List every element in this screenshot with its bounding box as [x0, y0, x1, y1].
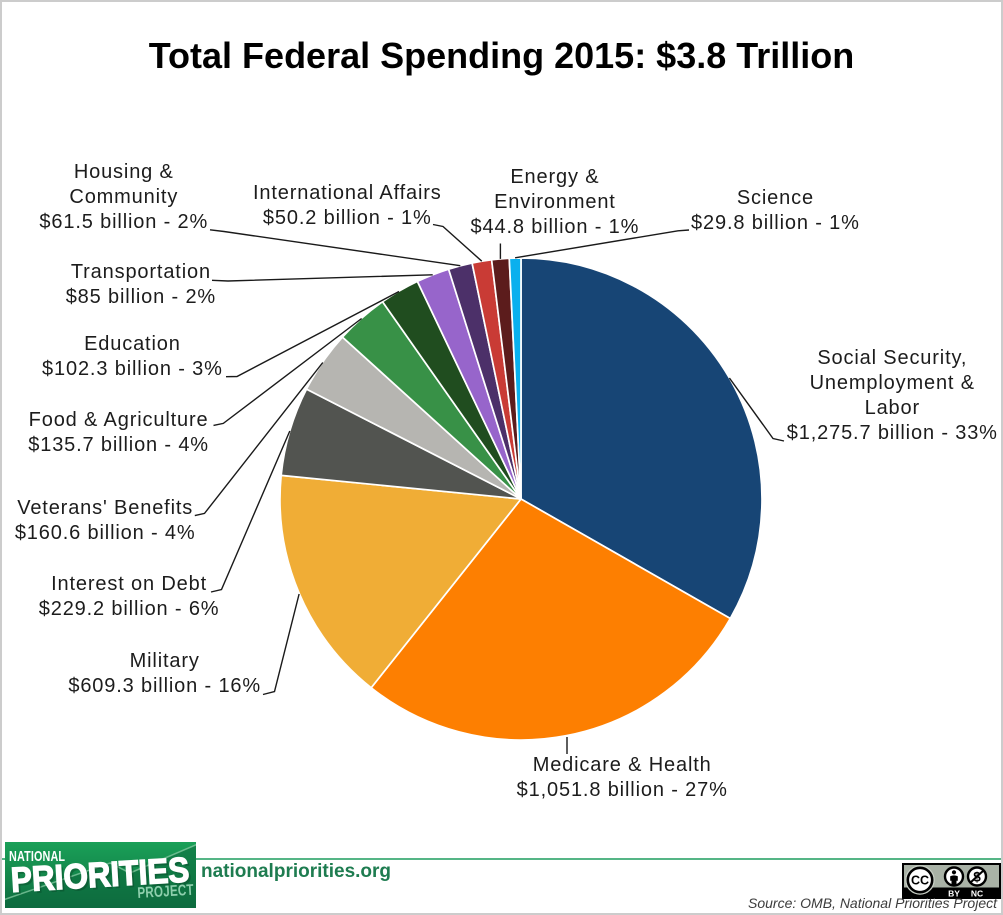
svg-text:BY: BY: [948, 888, 960, 898]
svg-text:NC: NC: [971, 888, 983, 898]
svg-text:CC: CC: [911, 874, 929, 888]
